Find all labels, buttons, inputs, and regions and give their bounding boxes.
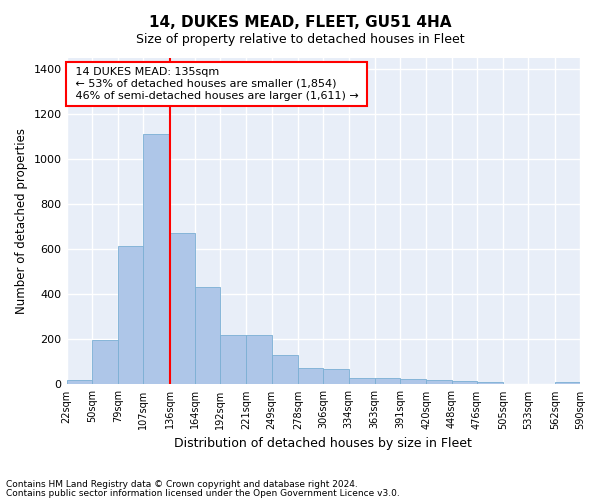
Y-axis label: Number of detached properties: Number of detached properties — [15, 128, 28, 314]
Text: Contains HM Land Registry data © Crown copyright and database right 2024.: Contains HM Land Registry data © Crown c… — [6, 480, 358, 489]
Bar — [323, 368, 349, 384]
Bar — [375, 378, 400, 384]
Bar — [554, 382, 580, 384]
Bar — [92, 340, 118, 384]
Bar — [452, 382, 477, 384]
Text: 14, DUKES MEAD, FLEET, GU51 4HA: 14, DUKES MEAD, FLEET, GU51 4HA — [149, 15, 451, 30]
Bar — [67, 380, 92, 384]
Bar — [298, 368, 323, 384]
Bar — [477, 382, 503, 384]
Bar — [118, 246, 143, 384]
Bar — [170, 234, 195, 384]
Bar — [220, 335, 247, 384]
Bar — [195, 288, 220, 384]
Bar — [143, 134, 170, 384]
Text: Contains public sector information licensed under the Open Government Licence v3: Contains public sector information licen… — [6, 488, 400, 498]
Text: 14 DUKES MEAD: 135sqm
 ← 53% of detached houses are smaller (1,854)
 46% of semi: 14 DUKES MEAD: 135sqm ← 53% of detached … — [71, 68, 362, 100]
Bar — [272, 355, 298, 384]
Bar — [400, 379, 427, 384]
Bar — [349, 378, 375, 384]
Bar — [427, 380, 452, 384]
X-axis label: Distribution of detached houses by size in Fleet: Distribution of detached houses by size … — [175, 437, 472, 450]
Bar — [247, 335, 272, 384]
Text: Size of property relative to detached houses in Fleet: Size of property relative to detached ho… — [136, 32, 464, 46]
